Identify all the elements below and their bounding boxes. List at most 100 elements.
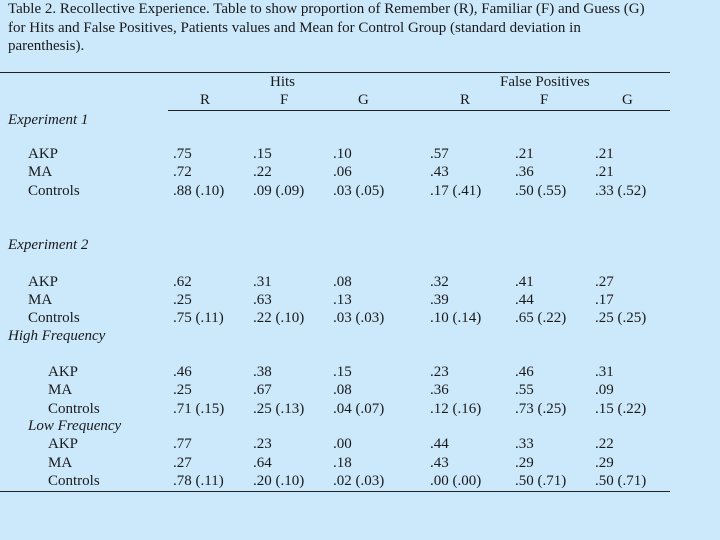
row-label: AKP <box>48 436 79 452</box>
column-header-hits-f: F <box>280 92 289 108</box>
table-cell: .67 <box>253 382 272 398</box>
table-cell: .62 <box>173 274 192 290</box>
table-cell: .27 <box>173 455 192 471</box>
table-cell: .36 <box>515 164 534 180</box>
table-cell: .09 (.09) <box>253 183 305 199</box>
table-cell: .02 (.03) <box>333 473 385 489</box>
table-cell: .25 <box>173 292 192 308</box>
column-header-hits-r: R <box>200 92 211 108</box>
column-header-fp-f: F <box>540 92 549 108</box>
table-cell: .00 <box>333 436 352 452</box>
table-cell: .55 <box>515 382 534 398</box>
table-cell: .06 <box>333 164 352 180</box>
table-cell: .15 <box>253 146 272 162</box>
table-cell: .38 <box>253 364 272 380</box>
table-cell: .21 <box>595 146 614 162</box>
table-cell: .31 <box>253 274 272 290</box>
table-cell: .46 <box>515 364 534 380</box>
table-cell: .22 <box>253 164 272 180</box>
table-cell: .31 <box>595 364 614 380</box>
table-cell: .13 <box>333 292 352 308</box>
table-cell: .21 <box>515 146 534 162</box>
row-label: Controls <box>28 183 80 199</box>
table-cell: .43 <box>430 455 449 471</box>
table-cell: .23 <box>430 364 449 380</box>
table-cell: .17 <box>595 292 614 308</box>
column-header-fp-r: R <box>460 92 471 108</box>
table-cell: .03 (.03) <box>333 310 385 326</box>
table-cell: .73 (.25) <box>515 401 567 417</box>
table-cell: .08 <box>333 382 352 398</box>
table-cell: .29 <box>515 455 534 471</box>
top-rule <box>0 72 670 73</box>
section-title: Experiment 2 <box>8 237 89 253</box>
table-cell: .75 (.11) <box>173 310 224 326</box>
table-cell: .33 <box>515 436 534 452</box>
table-cell: .04 (.07) <box>333 401 385 417</box>
table-cell: .88 (.10) <box>173 183 225 199</box>
table-cell: .63 <box>253 292 272 308</box>
table-cell: .50 (.71) <box>595 473 647 489</box>
table-cell: .50 (.71) <box>515 473 567 489</box>
table-cell: .09 <box>595 382 614 398</box>
table-cell: .17 (.41) <box>430 183 482 199</box>
column-header-fp-g: G <box>622 92 633 108</box>
table-cell: .64 <box>253 455 272 471</box>
group-header-false-positives: False Positives <box>500 74 590 90</box>
bottom-rule <box>0 491 670 492</box>
table-cell: .10 (.14) <box>430 310 482 326</box>
table-cell: .03 (.05) <box>333 183 385 199</box>
table-cell: .15 (.22) <box>595 401 647 417</box>
column-header-hits-g: G <box>358 92 369 108</box>
table-cell: .71 (.15) <box>173 401 225 417</box>
table-cell: .22 <box>595 436 614 452</box>
row-label: AKP <box>48 364 79 380</box>
table-cell: .44 <box>515 292 534 308</box>
table-cell: .29 <box>595 455 614 471</box>
table-cell: .08 <box>333 274 352 290</box>
row-label: Controls <box>48 401 100 417</box>
table-cell: .32 <box>430 274 449 290</box>
table-cell: .43 <box>430 164 449 180</box>
table-cell: .41 <box>515 274 534 290</box>
row-label: AKP <box>28 146 59 162</box>
row-label: MA <box>28 164 53 180</box>
table-cell: .50 (.55) <box>515 183 567 199</box>
section-title: High Frequency <box>8 328 106 344</box>
table-cell: .46 <box>173 364 192 380</box>
table-cell: .12 (.16) <box>430 401 482 417</box>
table-cell: .10 <box>333 146 352 162</box>
table-cell: .78 (.11) <box>173 473 224 489</box>
table-cell: .75 <box>173 146 192 162</box>
table-cell: .36 <box>430 382 449 398</box>
table-cell: .20 (.10) <box>253 473 305 489</box>
table-caption: Table 2. Recollective Experience. Table … <box>8 1 645 54</box>
table-cell: .72 <box>173 164 192 180</box>
table-cell: .27 <box>595 274 614 290</box>
row-label: MA <box>48 382 73 398</box>
table-cell: .21 <box>595 164 614 180</box>
table-cell: .18 <box>333 455 352 471</box>
section-title: Low Frequency <box>28 418 122 434</box>
table-cell: .65 (.22) <box>515 310 567 326</box>
table-cell: .77 <box>173 436 192 452</box>
table-cell: .25 (.25) <box>595 310 647 326</box>
row-label: MA <box>28 292 53 308</box>
row-label: AKP <box>28 274 59 290</box>
table-cell: .23 <box>253 436 272 452</box>
table-cell: .22 (.10) <box>253 310 305 326</box>
table-cell: .57 <box>430 146 449 162</box>
row-label: Controls <box>28 310 80 326</box>
header-rule <box>168 110 670 111</box>
row-label: MA <box>48 455 73 471</box>
table-cell: .25 <box>173 382 192 398</box>
group-header-hits: Hits <box>270 74 296 90</box>
table-cell: .25 (.13) <box>253 401 305 417</box>
row-label: Controls <box>48 473 100 489</box>
table-cell: .44 <box>430 436 449 452</box>
table-cell: .00 (.00) <box>430 473 482 489</box>
table-cell: .33 (.52) <box>595 183 647 199</box>
table-cell: .15 <box>333 364 352 380</box>
section-title: Experiment 1 <box>8 112 89 128</box>
table-cell: .39 <box>430 292 449 308</box>
